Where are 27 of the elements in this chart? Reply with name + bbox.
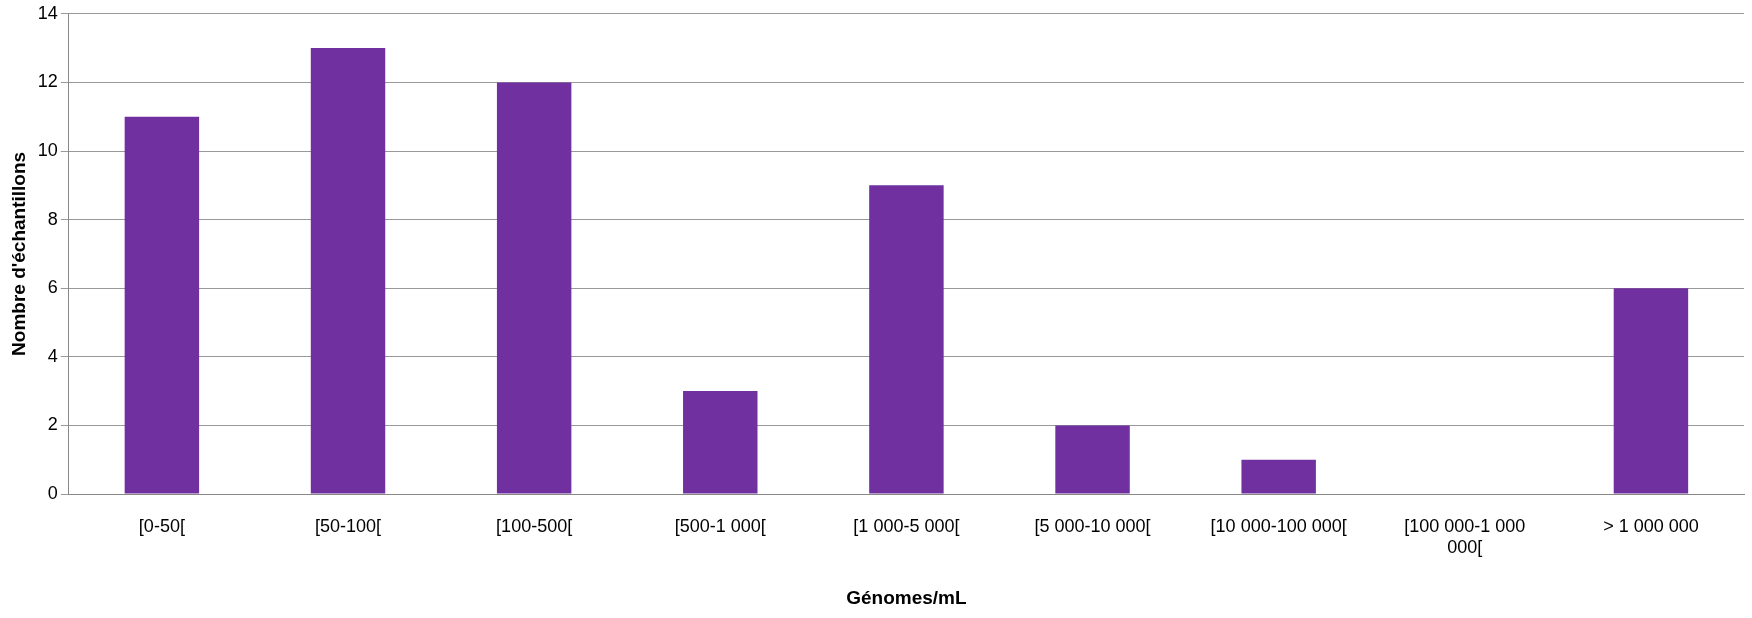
- y-axis-title: Nombre d'échantillons: [7, 151, 29, 356]
- bar: [496, 82, 572, 494]
- x-tick-label: > 1 000 000: [1603, 515, 1699, 536]
- y-tick-label: 8: [47, 208, 58, 229]
- y-tick-label: 0: [47, 482, 58, 503]
- bar: [869, 185, 944, 494]
- x-axis-title: Génomes/mL: [846, 586, 967, 608]
- x-tick-label: [500-1 000[: [674, 515, 766, 536]
- bar: [1613, 288, 1689, 494]
- x-tick-label: [10 000-100 000[: [1210, 515, 1347, 536]
- bar: [683, 391, 758, 494]
- x-tick-label: [100-500[: [496, 515, 573, 536]
- x-tick-label: [100 000-1 000 000[: [1404, 515, 1526, 558]
- x-tick-label: [1 000-5 000[: [853, 515, 960, 536]
- bar: [1241, 459, 1316, 494]
- y-tick-label: 14: [37, 2, 58, 23]
- y-tick-label: 12: [37, 71, 58, 92]
- y-tick-label: 10: [37, 139, 58, 160]
- y-tick-label: 4: [47, 345, 58, 366]
- x-tick-label: [0-50[: [138, 515, 185, 536]
- bar: [124, 116, 200, 494]
- x-tick-label: [5 000-10 000[: [1034, 515, 1151, 536]
- bar: [1055, 425, 1130, 494]
- bar: [310, 48, 386, 494]
- x-tick-label: [50-100[: [314, 515, 382, 536]
- y-tick-label: 6: [47, 277, 58, 298]
- y-tick-label: 2: [47, 414, 58, 435]
